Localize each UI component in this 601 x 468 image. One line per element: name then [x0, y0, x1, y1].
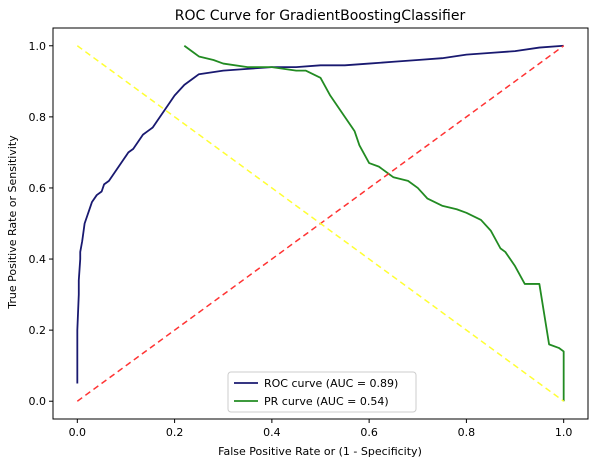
- ticks-layer: 0.0 0.2 0.4 0.6 0.8 1.0 0.0 0.2 0.4 0.6 0.8 1.0: [29, 40, 573, 439]
- x-axis-label: False Positive Rate or (1 - Specificity): [218, 445, 422, 458]
- x-tick-label: 0.6: [360, 426, 378, 439]
- y-tick-label: 1.0: [29, 40, 47, 53]
- legend: ROC curve (AUC = 0.89) PR curve (AUC = 0…: [227, 371, 417, 413]
- y-tick-label: 0.8: [29, 111, 47, 124]
- x-tick-label: 1.0: [555, 426, 573, 439]
- y-tick-label: 0.4: [29, 253, 47, 266]
- x-tick-label: 0.4: [263, 426, 281, 439]
- y-tick-label: 0.2: [29, 324, 47, 337]
- inverse-diagonal-line: [76, 45, 565, 402]
- plot-frame: [52, 27, 589, 420]
- y-tick-label: 0.6: [29, 182, 47, 195]
- series-layer: [76, 44, 565, 402]
- y-axis-label: True Positive Rate or Sensitivity: [6, 135, 19, 310]
- legend-roc-label: ROC curve (AUC = 0.89): [264, 377, 398, 390]
- y-tick-label: 0.0: [29, 395, 47, 408]
- pr-curve-line: [183, 45, 565, 402]
- x-tick-label: 0.2: [166, 426, 184, 439]
- legend-box: [227, 371, 417, 413]
- legend-pr-label: PR curve (AUC = 0.54): [264, 395, 389, 408]
- roc-curve-line: [76, 44, 564, 384]
- chart-title: ROC Curve for GradientBoostingClassifier: [175, 8, 466, 24]
- x-tick-label: 0.0: [69, 426, 87, 439]
- x-tick-label: 0.8: [458, 426, 476, 439]
